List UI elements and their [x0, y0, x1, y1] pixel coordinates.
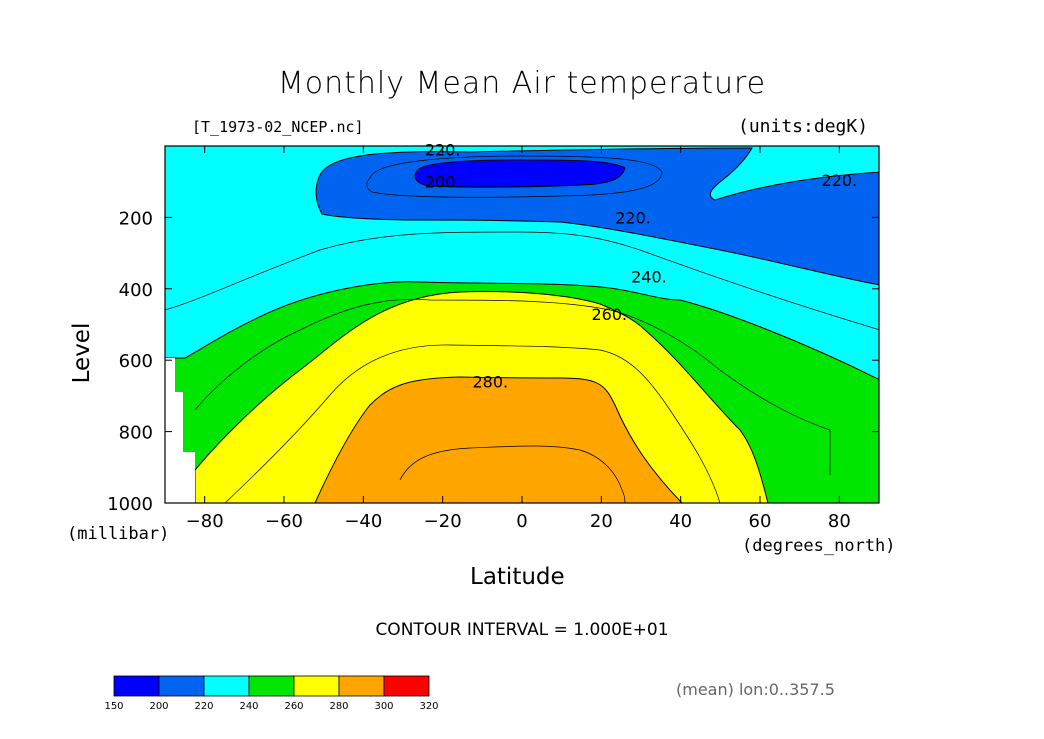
file-name-label: [T_1973-02_NCEP.nc]: [192, 118, 364, 136]
x-tick-label: −80: [186, 511, 224, 532]
colorbar-tick-label: 300: [374, 701, 393, 712]
mean-longitude-note: (mean) lon:0..357.5: [676, 680, 835, 699]
contour-line-290: [399, 445, 626, 503]
contour-labels: 220. 200. 220. 220. 240.260. 280.: [425, 141, 857, 392]
y-tick-label: 400: [119, 280, 153, 301]
contour-line-250: [194, 299, 831, 475]
y-axis: 200 400 600 800 1000: [107, 208, 879, 515]
band-above-280: [314, 376, 683, 503]
y-tick-label: 600: [119, 351, 153, 372]
x-axis: −80 −60 −40 −20 0 20 40 60 80: [186, 146, 851, 532]
colorbar-swatch: [203, 675, 250, 697]
contour-label: 220.: [822, 171, 858, 190]
y-axis-unit: (millibar): [67, 524, 170, 544]
y-tick-label: 1000: [107, 494, 153, 515]
colorbar-tick-label: 260: [284, 701, 303, 712]
colorbar-swatch: [248, 675, 295, 697]
colorbar-swatch: [293, 675, 340, 697]
contour-line-230: [165, 231, 879, 331]
x-tick-label: −60: [265, 511, 303, 532]
colorbar-tick-label: 150: [104, 701, 123, 712]
colorbar-tick-label: 320: [419, 701, 438, 712]
x-tick-label: −40: [344, 511, 382, 532]
x-tick-label: 60: [749, 511, 772, 532]
colorbar-tick-label: 240: [239, 701, 258, 712]
missing-data-area: [165, 358, 195, 503]
band-below-200: [414, 159, 626, 188]
contour-label: 240.: [631, 267, 667, 286]
contour-interval-note: CONTOUR INTERVAL = 1.000E+01: [375, 620, 669, 640]
colorbar-swatch: [383, 675, 430, 697]
contour-label: 260.: [591, 305, 627, 324]
contour-label: 200.: [425, 173, 461, 192]
x-tick-label: 40: [669, 511, 692, 532]
colorbar-tick-label: 200: [149, 701, 168, 712]
contour-fill-layer: [165, 146, 879, 503]
y-axis-label: Level: [69, 322, 95, 384]
colorbar-swatch: [113, 675, 160, 697]
colorbar-tick-label: 280: [329, 701, 348, 712]
contour-label: 220.: [615, 208, 651, 227]
y-tick-label: 800: [119, 423, 153, 444]
contour-label: 280.: [472, 373, 508, 392]
contour-label: 220.: [425, 141, 461, 160]
x-axis-label: Latitude: [470, 564, 565, 590]
x-tick-label: −20: [424, 511, 462, 532]
x-tick-label: 20: [590, 511, 613, 532]
x-tick-label: 80: [828, 511, 851, 532]
contour-line-270: [224, 344, 721, 503]
x-axis-unit: (degrees_north): [742, 536, 896, 556]
x-tick-label: 0: [516, 511, 527, 532]
colorbar-swatch: [158, 675, 205, 697]
contour-line-210: [366, 155, 663, 198]
colorbar-swatch: [338, 675, 385, 697]
colorbar-tick-label: 220: [194, 701, 213, 712]
colorbar: 150 200 220 240 260 280 300 320: [104, 675, 439, 712]
thin-contours: [165, 155, 879, 503]
y-tick-label: 200: [119, 208, 153, 229]
units-label: (units:degK): [738, 116, 869, 137]
chart-title: Monthly Mean Air temperature: [277, 66, 767, 101]
